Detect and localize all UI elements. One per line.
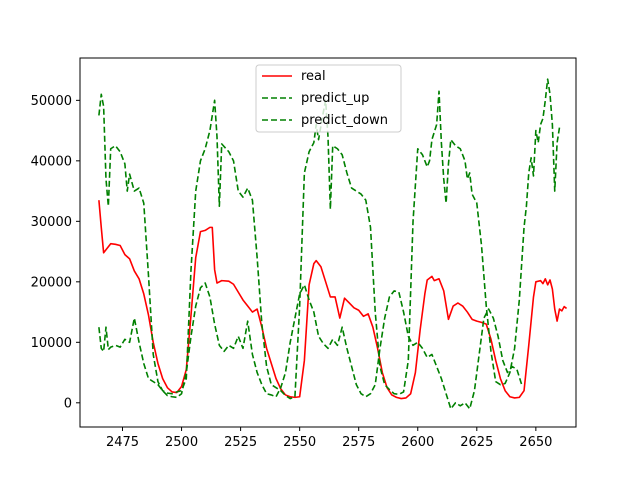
series-layer [98, 78, 568, 410]
x-tick-label: 2600 [401, 435, 434, 450]
series-line-real [98, 200, 568, 400]
series-line-predict-down [98, 282, 523, 410]
y-axis: 0 10000 20000 30000 40000 50000 [31, 94, 80, 411]
plot-frame [79, 57, 577, 428]
x-tick-label: 2525 [224, 435, 257, 450]
legend-label-real: real [301, 69, 326, 84]
series-line-predict-up [98, 78, 563, 400]
x-axis: 2475 2500 2525 2550 2575 2600 2625 2650 [106, 427, 552, 450]
legend-label-predict-up: predict_up [301, 91, 369, 106]
x-tick-label: 2550 [283, 435, 316, 450]
x-tick-label: 2500 [165, 435, 198, 450]
y-tick-label: 20000 [31, 275, 72, 290]
legend-box [255, 64, 402, 133]
x-tick-label: 2475 [106, 435, 139, 450]
x-tick-label: 2650 [519, 435, 552, 450]
y-tick-label: 50000 [31, 94, 72, 109]
legend-label-predict-down: predict_down [301, 113, 388, 128]
y-tick-label: 0 [64, 396, 72, 411]
x-tick-label: 2625 [460, 435, 493, 450]
y-tick-label: 10000 [31, 336, 72, 351]
y-tick-label: 40000 [31, 154, 72, 169]
y-tick-label: 30000 [31, 215, 72, 230]
x-tick-label: 2575 [342, 435, 375, 450]
legend: real predict_up predict_down [255, 64, 402, 133]
